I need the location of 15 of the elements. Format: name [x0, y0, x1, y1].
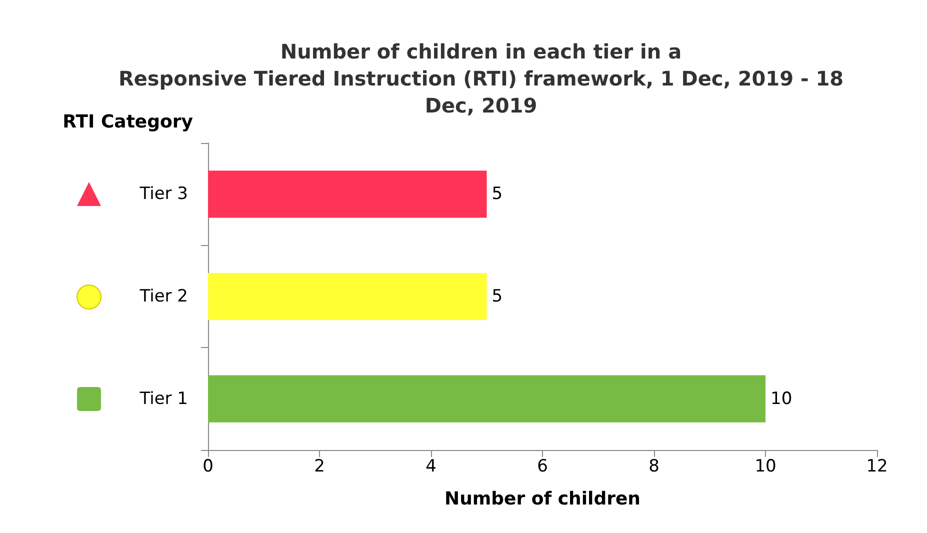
data-label: 5 [492, 286, 503, 306]
x-tick-label: 4 [426, 456, 436, 476]
data-label: 10 [770, 388, 792, 409]
x-tick-label: 6 [537, 456, 548, 476]
y-tick-label: Tier 2 [138, 286, 188, 306]
x-tick-label: 8 [648, 456, 660, 476]
x-tick-label: 10 [754, 456, 776, 476]
y-tick-label: Tier 3 [138, 184, 188, 204]
x-tick-label: 2 [314, 456, 325, 476]
y-tick-label: Tier 1 [138, 388, 188, 409]
x-tick-label: 12 [866, 456, 888, 476]
x-axis-title: Number of children [444, 488, 640, 510]
data-label: 5 [492, 184, 503, 204]
x-tick-label: 0 [202, 456, 214, 476]
y-axis-title: RTI Category [62, 112, 194, 132]
